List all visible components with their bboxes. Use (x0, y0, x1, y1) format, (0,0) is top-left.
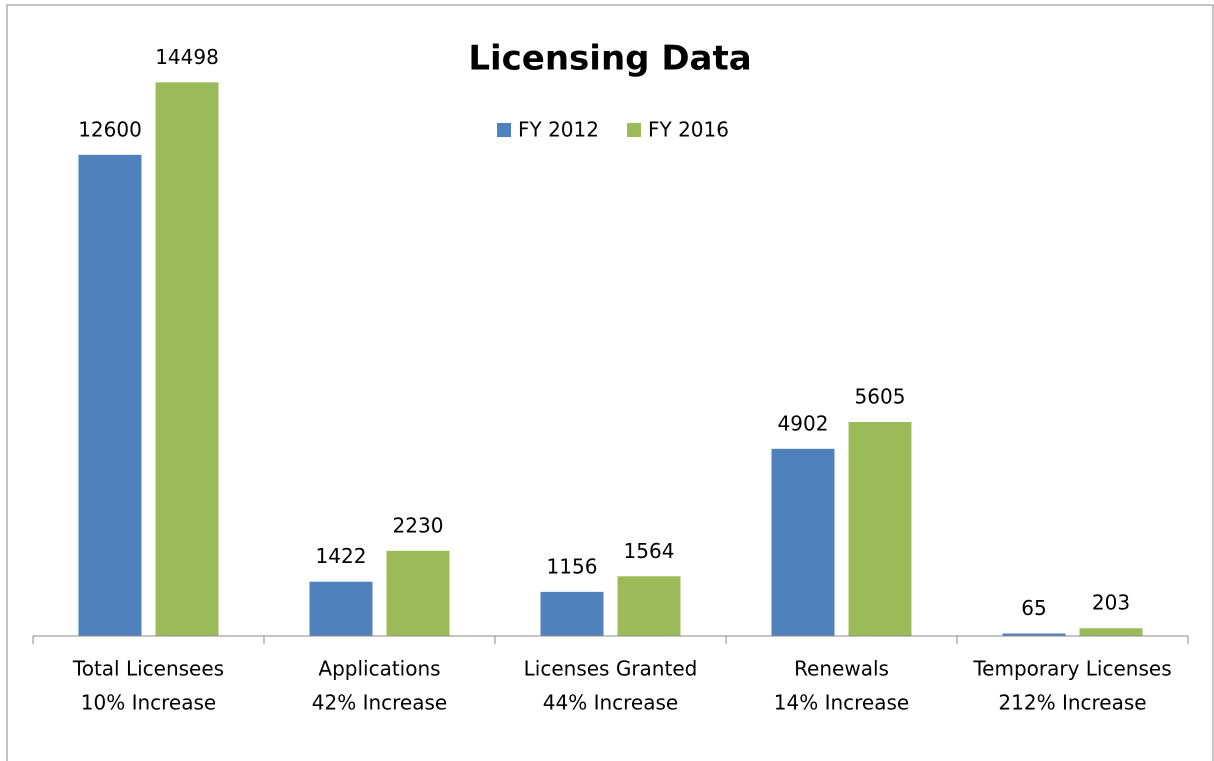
bar (309, 581, 373, 636)
x-tick-label: Temporary Licenses (972, 657, 1171, 681)
bar (1002, 633, 1066, 636)
data-label: 14498 (155, 45, 219, 69)
x-tick-label: Renewals (794, 657, 889, 681)
data-label: 65 (1021, 596, 1046, 620)
bar (617, 576, 681, 636)
x-tick-label: Applications (318, 657, 440, 681)
x-tick-sublabel: 44% Increase (543, 691, 678, 715)
data-label: 5605 (855, 384, 906, 408)
legend-swatch (627, 123, 641, 137)
chart-title: Licensing Data (468, 39, 751, 79)
x-tick-label: Licenses Granted (524, 657, 698, 681)
legend-swatch (497, 123, 511, 137)
data-label: 1564 (624, 539, 675, 563)
bar (78, 154, 142, 636)
x-tick-label: Total Licensees (72, 657, 224, 681)
bar (386, 550, 450, 636)
bar (540, 591, 604, 636)
x-tick-sublabel: 212% Increase (998, 691, 1146, 715)
legend-label: FY 2012 (518, 118, 599, 142)
data-label: 203 (1092, 591, 1130, 615)
bar (771, 448, 835, 636)
data-label: 1422 (316, 544, 367, 568)
x-tick-sublabel: 14% Increase (774, 691, 909, 715)
data-label: 1156 (547, 554, 598, 578)
bar (155, 82, 219, 637)
x-tick-sublabel: 42% Increase (312, 691, 447, 715)
data-label: 2230 (393, 513, 444, 537)
bar (1079, 628, 1143, 636)
data-label: 4902 (778, 411, 829, 435)
legend-label: FY 2016 (648, 118, 729, 142)
data-label: 12600 (78, 117, 142, 141)
bar (848, 421, 912, 636)
x-tick-sublabel: 10% Increase (81, 691, 216, 715)
